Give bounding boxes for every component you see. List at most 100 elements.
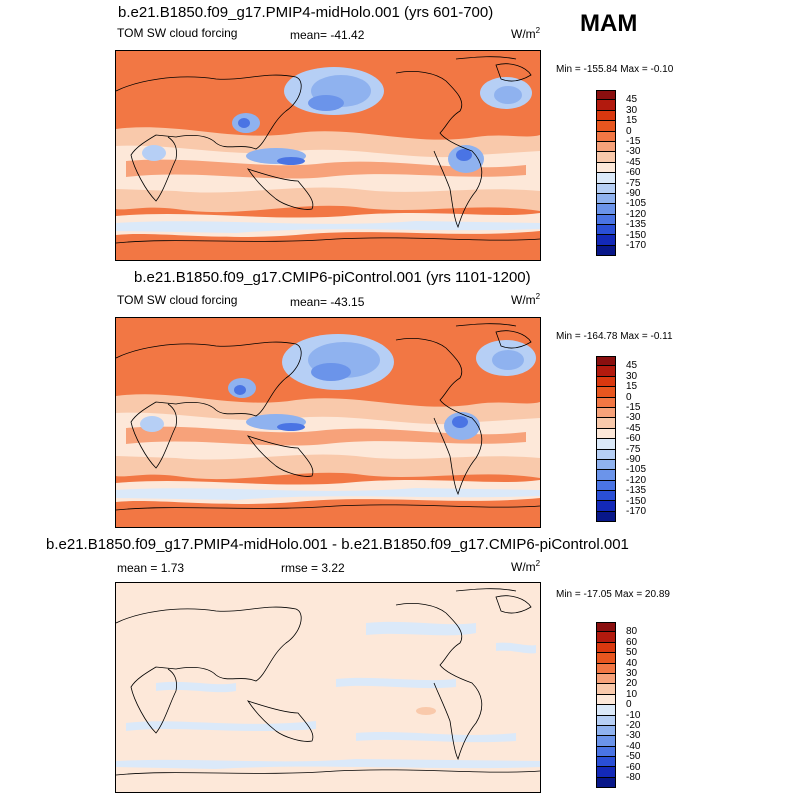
panel2-map (115, 317, 541, 528)
colorbar-tick-label: -170 (626, 506, 647, 517)
colorbar-swatch (596, 387, 616, 398)
colorbar-tick-label: -120 (626, 208, 647, 220)
colorbar-tick-label: -135 (626, 219, 647, 231)
colorbar-tick-label: 10 (626, 688, 638, 700)
colorbar-swatch (596, 214, 616, 226)
panel1-variable-label: TOM SW cloud forcing (117, 26, 238, 40)
colorbar-swatch (596, 632, 616, 643)
panel2-colorbar (596, 356, 616, 523)
colorbar-tick-label: -60 (626, 433, 641, 445)
colorbar-swatch (596, 511, 616, 523)
colorbar-tick-label: -45 (626, 422, 641, 434)
panel2-title: b.e21.B1850.f09_g17.CMIP6-piControl.001 … (134, 269, 531, 286)
colorbar-tick-label: 50 (626, 647, 638, 659)
colorbar-tick-label: -105 (626, 198, 647, 210)
colorbar-swatch (596, 110, 616, 122)
colorbar-swatch (596, 141, 616, 153)
colorbar-tick-label: 80 (626, 626, 638, 638)
panel3-title: b.e21.B1850.f09_g17.PMIP4-midHolo.001 - … (46, 536, 629, 553)
colorbar-swatch (596, 397, 616, 408)
panel2-units-label: W/m2 (511, 292, 541, 307)
panel1-units-label: W/m2 (511, 26, 541, 41)
colorbar-swatch (596, 131, 616, 142)
colorbar-swatch (596, 491, 616, 502)
colorbar-tick-label: -30 (626, 146, 641, 158)
colorbar-tick-label: 30 (626, 370, 638, 382)
colorbar-tick-label: -50 (626, 751, 641, 763)
colorbar-tick-label: 0 (626, 699, 632, 711)
colorbar-swatch (596, 366, 616, 377)
colorbar-tick-label: -120 (626, 474, 647, 486)
colorbar-swatch (596, 757, 616, 768)
colorbar-tick-label: 30 (626, 668, 638, 679)
colorbar-tick-label: -90 (626, 454, 641, 465)
colorbar-swatch (596, 245, 616, 257)
colorbar-swatch (596, 449, 616, 460)
colorbar-tick-label: -60 (626, 167, 641, 179)
colorbar-swatch (596, 480, 616, 492)
colorbar-swatch (596, 183, 616, 194)
colorbar-tick-label: -135 (626, 485, 647, 497)
panel1-colorbar (596, 90, 616, 257)
colorbar-swatch (596, 694, 616, 706)
colorbar-swatch (596, 90, 616, 101)
colorbar-swatch (596, 653, 616, 664)
colorbar-swatch (596, 501, 616, 512)
colorbar-tick-label: -105 (626, 464, 647, 476)
colorbar-tick-label: -150 (626, 229, 647, 241)
panel3-mean-label: mean = 1.73 (117, 561, 185, 575)
panel2-mean-label: mean= -43.15 (290, 295, 365, 309)
colorbar-tick-label: 15 (626, 381, 638, 393)
panel3-colorbar (596, 622, 616, 789)
colorbar-swatch (596, 100, 616, 111)
colorbar-swatch (596, 746, 616, 758)
colorbar-swatch (596, 622, 616, 633)
colorbar-tick-label: 45 (626, 360, 638, 372)
colorbar-tick-label: 45 (626, 94, 638, 106)
colorbar-swatch (596, 673, 616, 685)
colorbar-swatch (596, 642, 616, 654)
colorbar-swatch (596, 407, 616, 419)
colorbar-tick-label: 0 (626, 391, 632, 403)
colorbar-tick-label: 20 (626, 678, 638, 690)
colorbar-tick-label: -60 (626, 761, 641, 773)
colorbar-tick-label: -30 (626, 730, 641, 742)
panel3-minmax: Min = -17.05 Max = 20.89 (556, 589, 670, 600)
colorbar-tick-label: 60 (626, 636, 638, 648)
colorbar-tick-label: -30 (626, 412, 641, 424)
panel1-mean-label: mean= -41.42 (290, 28, 365, 42)
colorbar-swatch (596, 225, 616, 236)
colorbar-swatch (596, 235, 616, 246)
colorbar-swatch (596, 705, 616, 716)
panel3-map (115, 582, 541, 793)
colorbar-swatch (596, 428, 616, 440)
colorbar-tick-label: -90 (626, 188, 641, 199)
panel1-title: b.e21.B1850.f09_g17.PMIP4-midHolo.001 (y… (118, 4, 494, 21)
colorbar-tick-label: -75 (626, 443, 641, 455)
colorbar-swatch (596, 439, 616, 450)
panel3-units-label: W/m2 (511, 559, 541, 574)
colorbar-tick-label: 40 (626, 657, 638, 669)
colorbar-swatch (596, 663, 616, 674)
colorbar-swatch (596, 121, 616, 132)
colorbar-swatch (596, 152, 616, 163)
colorbar-swatch (596, 684, 616, 695)
panel2-variable-label: TOM SW cloud forcing (117, 293, 238, 307)
colorbar-swatch (596, 736, 616, 747)
colorbar-swatch (596, 777, 616, 789)
season-label: MAM (580, 10, 638, 37)
colorbar-swatch (596, 376, 616, 388)
colorbar-tick-label: -170 (626, 240, 647, 251)
colorbar-swatch (596, 162, 616, 174)
colorbar-tick-label: -15 (626, 402, 641, 413)
panel1-map (115, 50, 541, 261)
colorbar-tick-label: -15 (626, 136, 641, 147)
colorbar-swatch (596, 356, 616, 367)
panel1-minmax: Min = -155.84 Max = -0.10 (556, 64, 674, 75)
colorbar-tick-label: -150 (626, 495, 647, 507)
colorbar-tick-label: -10 (626, 709, 641, 721)
colorbar-tick-label: -45 (626, 156, 641, 168)
panel2-minmax: Min = -164.78 Max = -0.11 (556, 331, 673, 342)
colorbar-swatch (596, 725, 616, 737)
colorbar-swatch (596, 193, 616, 205)
